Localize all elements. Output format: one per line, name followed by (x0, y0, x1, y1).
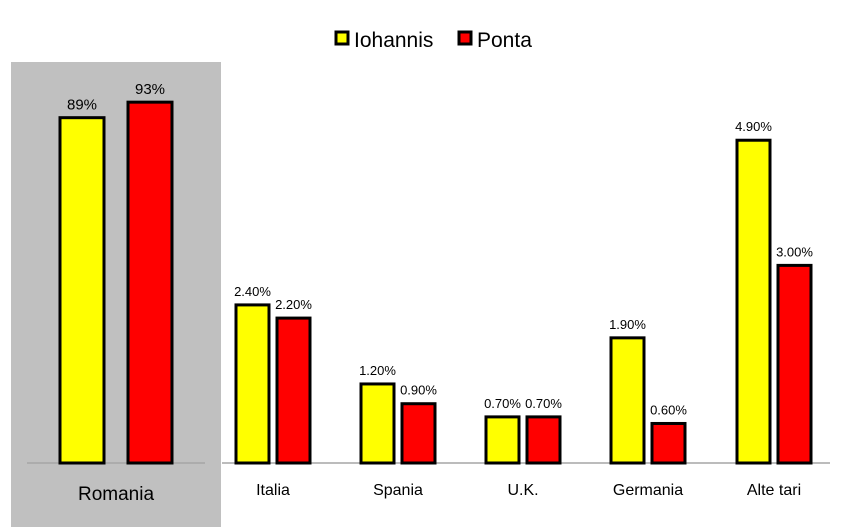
bar-ponta-spania (400, 402, 437, 465)
bar-ponta-alte-tari (776, 263, 813, 465)
value-label-iohannis-romania: 89% (67, 97, 97, 114)
value-label-ponta-romania: 93% (135, 81, 165, 98)
value-label-ponta-alte-tari: 3.00% (776, 244, 813, 259)
legend-label-iohannis: Iohannis (354, 29, 433, 52)
value-label-iohannis-u-k: 0.70% (484, 396, 521, 411)
value-label-ponta-italia: 2.20% (275, 297, 312, 312)
bar-iohannis-germania (609, 336, 646, 465)
legend-label-ponta: Ponta (477, 29, 532, 52)
value-label-iohannis-italia: 2.40% (234, 284, 271, 299)
value-label-ponta-spania: 0.90% (400, 383, 437, 398)
romania-highlight-panel (11, 62, 221, 527)
value-label-ponta-u-k: 0.70% (525, 396, 562, 411)
bars (58, 100, 813, 465)
category-label-italia: Italia (256, 482, 290, 499)
category-label-romania: Romania (78, 484, 154, 505)
bar-ponta-romania (126, 100, 174, 465)
value-label-iohannis-germania: 1.90% (609, 317, 646, 332)
category-label-spania: Spania (373, 482, 423, 499)
legend: Iohannis Ponta (334, 29, 532, 52)
category-label-germania: Germania (613, 482, 683, 499)
category-label-u-k: U.K. (507, 482, 538, 499)
value-label-iohannis-alte-tari: 4.90% (735, 119, 772, 134)
bar-ponta-u-k (525, 415, 562, 465)
bar-iohannis-italia (234, 303, 271, 465)
bar-ponta-germania (650, 421, 687, 465)
bar-iohannis-alte-tari (735, 138, 772, 465)
category-labels: Romania Italia Spania U.K. Germania Alte tari (78, 482, 801, 505)
bar-iohannis-u-k (484, 415, 521, 465)
bar-iohannis-spania (359, 382, 396, 465)
value-label-ponta-germania: 0.60% (650, 402, 687, 417)
category-label-alte-tari: Alte tari (747, 482, 801, 499)
value-labels: 89% 93% 2.40% 2.20% 1.20% 0.90% 0.70% 0.70% 1.90… (67, 81, 813, 417)
legend-swatch-iohannis (334, 30, 350, 46)
bar-iohannis-romania (58, 116, 106, 465)
legend-swatch-ponta (457, 30, 473, 46)
value-label-iohannis-spania: 1.20% (359, 363, 396, 378)
bar-ponta-italia (275, 316, 312, 465)
